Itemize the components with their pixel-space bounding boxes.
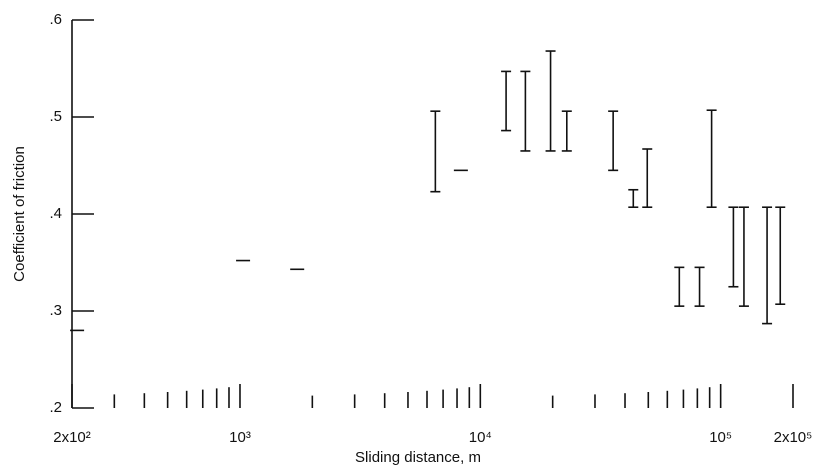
x-tick-label: 2x10⁵ bbox=[774, 429, 813, 446]
range-bar bbox=[706, 109, 717, 209]
range-bar bbox=[762, 206, 773, 325]
range-bar bbox=[738, 206, 749, 307]
x-tick-label: 10⁵ bbox=[709, 429, 732, 446]
range-bar bbox=[674, 266, 685, 307]
range-bar bbox=[608, 110, 619, 172]
y-tick-label: .3 bbox=[49, 302, 62, 319]
x-tick-label: 2x10² bbox=[53, 429, 91, 446]
range-bar bbox=[775, 206, 786, 306]
y-tick-label: .4 bbox=[49, 205, 62, 222]
range-bar bbox=[545, 50, 556, 152]
range-bar bbox=[694, 266, 705, 307]
range-bar bbox=[520, 70, 531, 152]
y-tick-label: .5 bbox=[49, 108, 62, 125]
range-bar bbox=[728, 206, 739, 288]
y-tick-label: .6 bbox=[49, 11, 62, 28]
x-tick-label: 10⁴ bbox=[469, 429, 492, 446]
x-axis-label: Sliding distance, m bbox=[355, 449, 481, 466]
range-bar bbox=[430, 110, 441, 193]
range-bar bbox=[501, 70, 512, 132]
range-bar bbox=[642, 148, 653, 209]
range-bar bbox=[628, 188, 639, 209]
range-bar bbox=[561, 110, 572, 152]
y-axis-label: Coefficient of friction bbox=[11, 146, 28, 282]
y-tick-label: .2 bbox=[49, 399, 62, 416]
x-tick-label: 10³ bbox=[229, 429, 251, 446]
